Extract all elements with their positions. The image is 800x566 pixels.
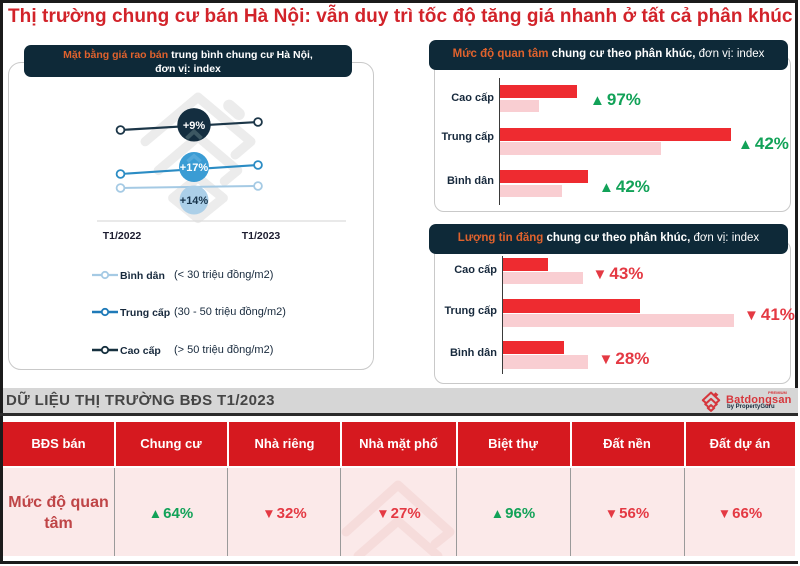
svg-text:+17%: +17% — [180, 162, 209, 174]
svg-text:+9%: +9% — [183, 120, 206, 132]
svg-text:+14%: +14% — [180, 195, 209, 207]
